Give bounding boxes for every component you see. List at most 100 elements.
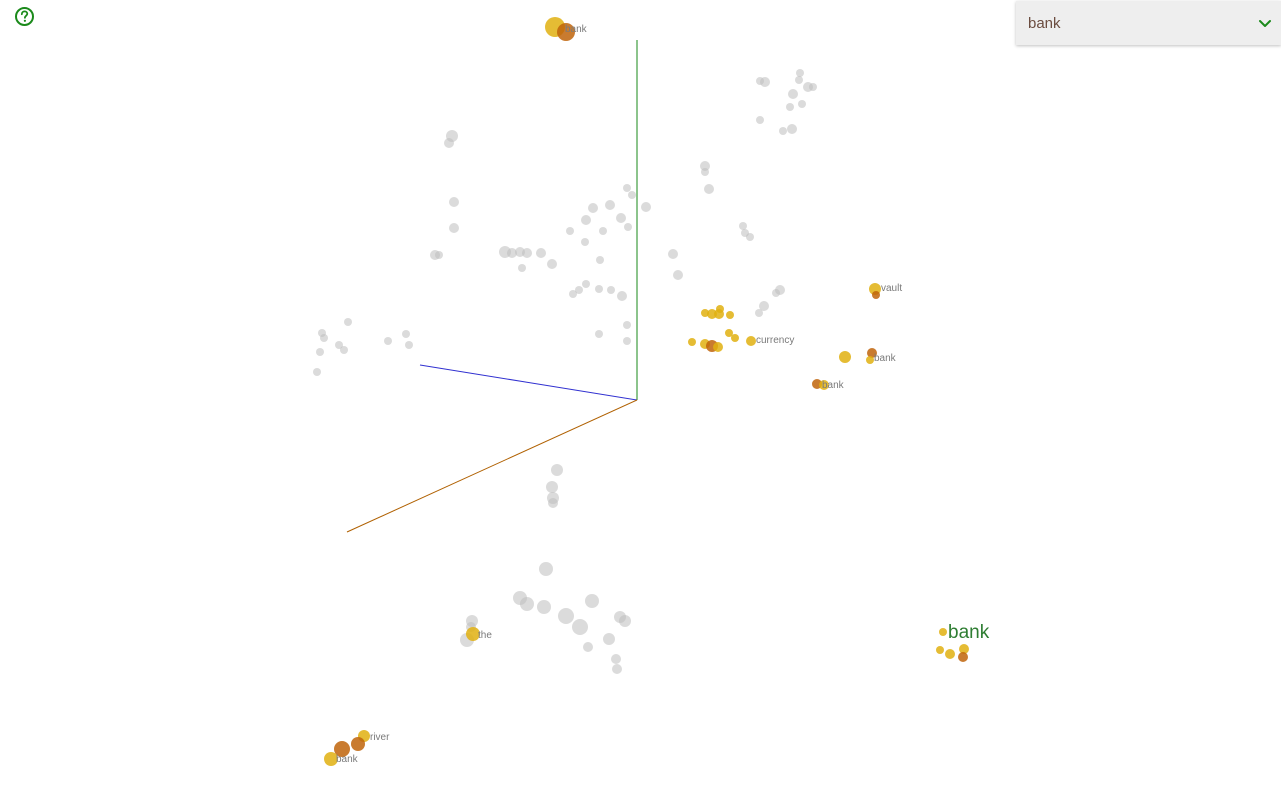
data-point[interactable] [558, 608, 574, 624]
word-label-bank-top[interactable]: bank [565, 24, 588, 35]
data-point[interactable] [756, 77, 764, 85]
data-point[interactable] [572, 619, 588, 635]
data-point[interactable] [595, 285, 603, 293]
data-point[interactable] [569, 290, 577, 298]
data-point[interactable] [595, 330, 603, 338]
data-point[interactable] [539, 562, 553, 576]
word-label-bank-mid[interactable]: bank [822, 380, 845, 391]
highlighted-data-point[interactable] [701, 309, 709, 317]
word-label-vault[interactable]: vault [881, 283, 902, 294]
data-point[interactable] [624, 223, 632, 231]
data-point[interactable] [405, 341, 413, 349]
highlighted-data-point[interactable] [688, 338, 696, 346]
highlighted-data-point[interactable] [746, 336, 756, 346]
highlighted-data-point[interactable] [958, 652, 968, 662]
data-point[interactable] [701, 168, 709, 176]
data-point[interactable] [340, 346, 348, 354]
data-point[interactable] [798, 100, 806, 108]
data-point[interactable] [575, 286, 583, 294]
highlighted-data-point[interactable] [731, 334, 739, 342]
data-point[interactable] [507, 248, 517, 258]
highlighted-data-point[interactable] [866, 356, 874, 364]
data-point[interactable] [320, 334, 328, 342]
word-label-currency[interactable]: currency [756, 335, 794, 346]
data-point[interactable] [612, 664, 622, 674]
data-point[interactable] [607, 286, 615, 294]
data-point[interactable] [628, 191, 636, 199]
highlighted-data-point[interactable] [707, 309, 717, 319]
data-point[interactable] [581, 238, 589, 246]
data-point[interactable] [581, 215, 591, 225]
data-point[interactable] [546, 481, 558, 493]
data-point[interactable] [449, 223, 459, 233]
word-select[interactable]: bank [1016, 1, 1281, 45]
data-point[interactable] [596, 256, 604, 264]
data-point[interactable] [673, 270, 683, 280]
highlighted-data-point[interactable] [939, 628, 947, 636]
data-point[interactable] [605, 200, 615, 210]
highlighted-data-point[interactable] [959, 644, 969, 654]
data-point[interactable] [537, 600, 551, 614]
highlighted-data-point[interactable] [725, 329, 733, 337]
data-point[interactable] [435, 251, 443, 259]
data-point[interactable] [536, 248, 546, 258]
data-point[interactable] [603, 633, 615, 645]
data-point[interactable] [585, 594, 599, 608]
data-point[interactable] [795, 76, 803, 84]
data-point[interactable] [668, 249, 678, 259]
data-point[interactable] [787, 124, 797, 134]
data-point[interactable] [759, 301, 769, 311]
data-point[interactable] [384, 337, 392, 345]
data-point[interactable] [449, 197, 459, 207]
data-point[interactable] [583, 642, 593, 652]
word-label-the[interactable]: the [478, 630, 492, 641]
data-point[interactable] [641, 202, 651, 212]
data-point[interactable] [746, 233, 754, 241]
data-point[interactable] [316, 348, 324, 356]
data-point[interactable] [623, 337, 631, 345]
data-point[interactable] [335, 341, 343, 349]
highlighted-data-point[interactable] [334, 741, 350, 757]
data-point[interactable] [313, 368, 321, 376]
word-label-river[interactable]: river [370, 732, 390, 743]
highlighted-data-point[interactable] [726, 311, 734, 319]
word-label-bank-right[interactable]: bank [874, 353, 897, 364]
highlighted-data-point[interactable] [557, 23, 575, 41]
help-button[interactable] [14, 6, 35, 27]
data-point[interactable] [788, 89, 798, 99]
data-point[interactable] [547, 259, 557, 269]
data-point[interactable] [520, 597, 534, 611]
data-point[interactable] [518, 264, 526, 272]
data-point[interactable] [522, 248, 532, 258]
data-point[interactable] [779, 127, 787, 135]
highlighted-data-point[interactable] [713, 342, 723, 352]
data-point[interactable] [739, 222, 747, 230]
data-point[interactable] [344, 318, 352, 326]
data-point[interactable] [772, 289, 780, 297]
data-point[interactable] [444, 138, 454, 148]
highlighted-data-point[interactable] [466, 627, 480, 641]
data-point[interactable] [796, 69, 804, 77]
data-point[interactable] [700, 161, 710, 171]
data-point[interactable] [617, 291, 627, 301]
data-point[interactable] [623, 321, 631, 329]
data-point[interactable] [704, 184, 714, 194]
data-point[interactable] [756, 116, 764, 124]
selected-word-label[interactable]: bank [948, 622, 990, 643]
data-point[interactable] [599, 227, 607, 235]
data-point[interactable] [588, 203, 598, 213]
data-point[interactable] [616, 213, 626, 223]
highlighted-data-point[interactable] [351, 737, 365, 751]
word-label-bank-bottom[interactable]: bank [336, 754, 359, 765]
data-point[interactable] [786, 103, 794, 111]
highlighted-data-point[interactable] [872, 291, 880, 299]
highlighted-data-point[interactable] [945, 649, 955, 659]
highlighted-data-point[interactable] [819, 380, 829, 390]
highlighted-data-point[interactable] [324, 752, 338, 766]
data-point[interactable] [619, 615, 631, 627]
data-point[interactable] [548, 498, 558, 508]
data-point[interactable] [566, 227, 574, 235]
highlighted-data-point[interactable] [839, 351, 851, 363]
highlighted-data-point[interactable] [716, 305, 724, 313]
data-point[interactable] [623, 184, 631, 192]
